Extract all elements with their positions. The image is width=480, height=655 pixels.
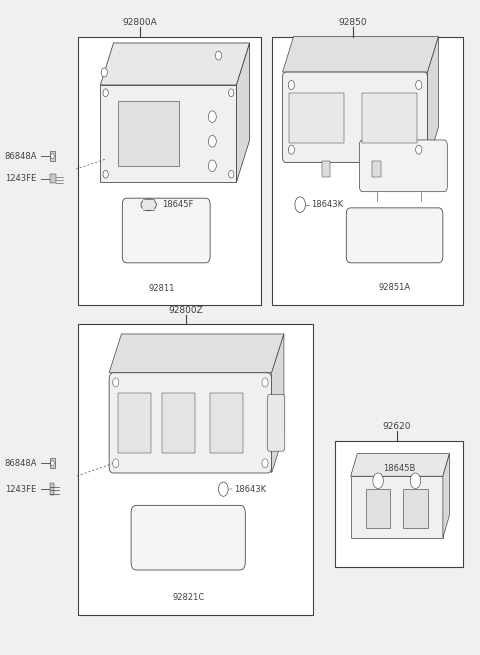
- FancyBboxPatch shape: [131, 506, 245, 570]
- Circle shape: [288, 81, 294, 90]
- Bar: [403, 489, 428, 529]
- Circle shape: [262, 458, 268, 468]
- Bar: [210, 393, 243, 453]
- Circle shape: [113, 458, 119, 468]
- Circle shape: [103, 170, 108, 178]
- Text: 18643K: 18643K: [234, 485, 266, 494]
- Circle shape: [373, 473, 384, 489]
- Text: 86848A: 86848A: [4, 152, 36, 160]
- Circle shape: [208, 160, 216, 172]
- Text: 18643K: 18643K: [311, 200, 343, 209]
- Polygon shape: [109, 334, 284, 373]
- Text: 92800Z: 92800Z: [168, 306, 204, 314]
- Polygon shape: [351, 454, 449, 476]
- Circle shape: [51, 460, 54, 466]
- Bar: [118, 393, 151, 453]
- Ellipse shape: [141, 199, 156, 210]
- Polygon shape: [443, 454, 449, 538]
- Text: 92800A: 92800A: [122, 18, 157, 27]
- FancyBboxPatch shape: [283, 72, 428, 162]
- Bar: [50, 151, 55, 161]
- Bar: [289, 93, 344, 143]
- Bar: [78, 324, 313, 615]
- Bar: [78, 37, 261, 305]
- Text: 92620: 92620: [383, 422, 411, 431]
- Bar: [50, 458, 55, 468]
- FancyBboxPatch shape: [360, 140, 447, 192]
- Bar: [272, 37, 463, 305]
- Text: 92851A: 92851A: [379, 283, 411, 292]
- Circle shape: [51, 153, 54, 159]
- Circle shape: [410, 473, 420, 489]
- Polygon shape: [283, 37, 439, 72]
- Circle shape: [228, 89, 234, 97]
- Text: 1243FE: 1243FE: [5, 174, 36, 183]
- Circle shape: [295, 197, 305, 212]
- Text: 1243FE: 1243FE: [5, 485, 36, 494]
- Bar: [118, 101, 180, 166]
- FancyBboxPatch shape: [109, 373, 272, 473]
- Bar: [143, 199, 155, 210]
- Circle shape: [216, 51, 222, 60]
- Circle shape: [101, 68, 108, 77]
- FancyBboxPatch shape: [346, 208, 443, 263]
- Text: 86848A: 86848A: [4, 458, 36, 468]
- Bar: [50, 483, 54, 495]
- Polygon shape: [100, 85, 237, 182]
- Text: 92811: 92811: [149, 284, 175, 293]
- Circle shape: [208, 136, 216, 147]
- Circle shape: [113, 378, 119, 387]
- Circle shape: [218, 482, 228, 496]
- Bar: [366, 489, 390, 529]
- FancyBboxPatch shape: [122, 198, 210, 263]
- Bar: [162, 393, 195, 453]
- Polygon shape: [272, 334, 284, 473]
- Text: 92821C: 92821C: [172, 593, 204, 603]
- Polygon shape: [100, 43, 250, 85]
- Bar: [372, 160, 381, 177]
- Text: 18645F: 18645F: [162, 200, 193, 209]
- Circle shape: [416, 81, 422, 90]
- Text: 92850: 92850: [338, 18, 367, 27]
- Polygon shape: [428, 37, 439, 162]
- Polygon shape: [237, 43, 250, 182]
- Circle shape: [103, 89, 108, 97]
- Circle shape: [262, 378, 268, 387]
- Polygon shape: [351, 476, 443, 538]
- Circle shape: [208, 111, 216, 122]
- Bar: [322, 160, 330, 177]
- Bar: [336, 441, 463, 567]
- Bar: [50, 174, 56, 183]
- Circle shape: [288, 145, 294, 154]
- Circle shape: [228, 170, 234, 178]
- FancyBboxPatch shape: [267, 394, 285, 451]
- Bar: [362, 93, 418, 143]
- Text: 18645B: 18645B: [383, 464, 415, 473]
- Circle shape: [416, 145, 422, 154]
